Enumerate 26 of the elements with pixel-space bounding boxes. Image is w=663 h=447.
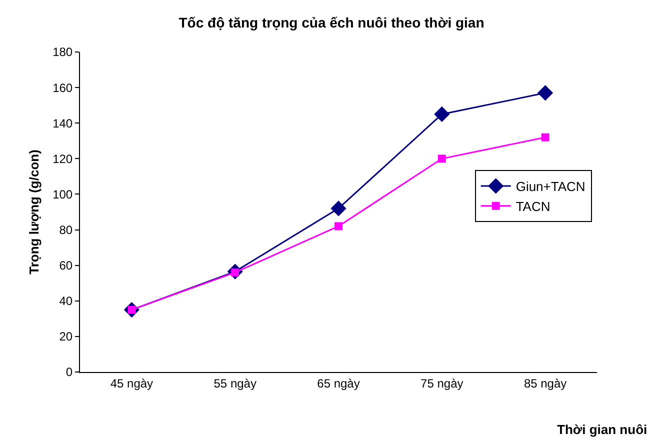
y-axis-title: Trọng lượng (g/con) xyxy=(26,150,42,274)
point xyxy=(538,85,554,101)
y-tick-label: 0 xyxy=(66,365,73,380)
y-tick-label: 60 xyxy=(59,258,73,273)
x-tick-label: 65 ngày xyxy=(317,376,360,390)
x-axis-title: Thời gian nuôi xyxy=(557,422,648,437)
point xyxy=(330,200,346,216)
y-tick-label: 140 xyxy=(52,116,73,130)
y-tick-label: 40 xyxy=(59,294,73,308)
y-tick-label: 100 xyxy=(52,187,73,202)
chart-title: Tốc độ tăng trọng của ếch nuôi theo thời gian xyxy=(178,14,484,31)
point xyxy=(334,222,342,230)
legend-label: TACN xyxy=(516,198,550,214)
point xyxy=(434,106,450,122)
y-tick-label: 120 xyxy=(52,152,73,166)
y-tick-label: 20 xyxy=(59,330,73,344)
point xyxy=(438,154,446,163)
x-tick-label: 55 ngày xyxy=(214,376,256,390)
legend-label: Giun+TACN xyxy=(516,179,586,194)
x-tick-label: 45 ngày xyxy=(110,376,154,390)
x-tick-label: 75 ngày xyxy=(420,376,464,390)
y-tick-label: 160 xyxy=(52,80,73,95)
point xyxy=(541,133,550,142)
x-tick-label: 85 ngày xyxy=(524,376,567,390)
y-tick-label: 80 xyxy=(59,222,73,237)
y-tick-label: 180 xyxy=(52,45,73,60)
